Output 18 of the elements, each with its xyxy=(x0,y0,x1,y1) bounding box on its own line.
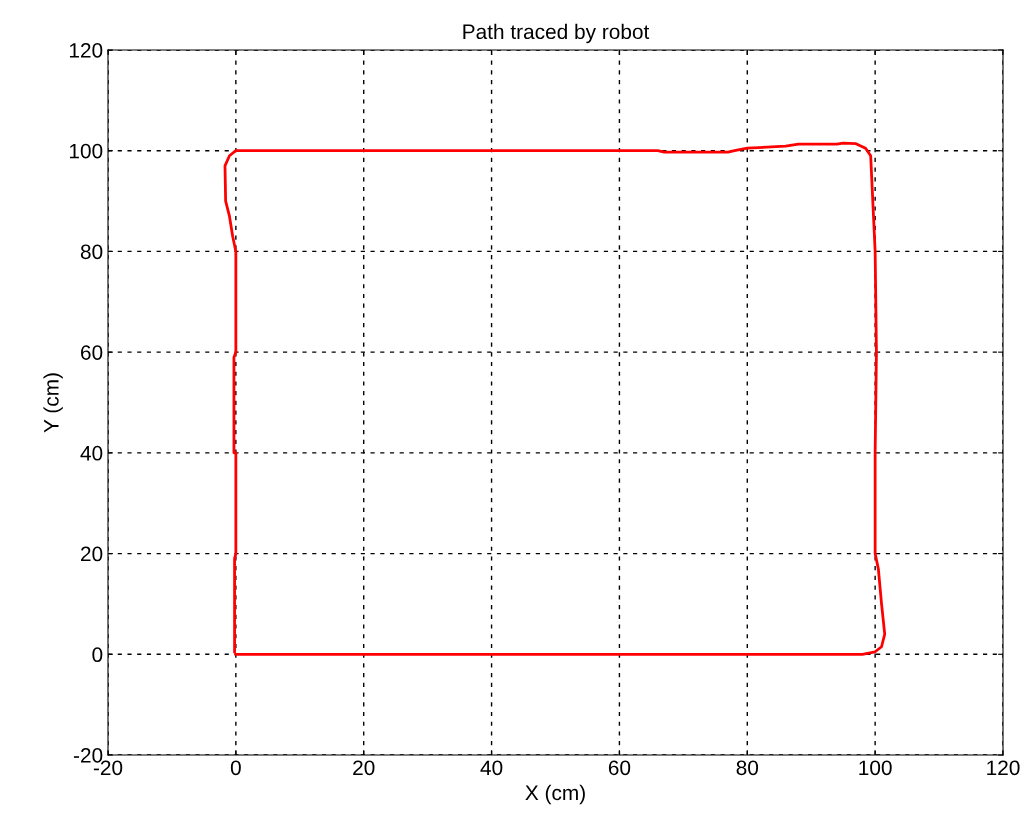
y-tick-label: 20 xyxy=(81,546,103,562)
x-tick-label: 80 xyxy=(736,760,759,776)
x-tick-label: 100 xyxy=(859,760,892,776)
x-axis-title: X (cm) xyxy=(525,784,585,805)
y-tick-label: 100 xyxy=(69,143,103,159)
chart-title: Path traced by robot xyxy=(463,23,650,44)
y-tick-label: 40 xyxy=(80,445,103,461)
y-tick-label: 120 xyxy=(69,43,103,58)
y-axis-title: Y (cm) xyxy=(43,373,63,433)
y-tick-label: 60 xyxy=(81,345,103,360)
y-tick-label: 80 xyxy=(80,244,103,260)
line-series xyxy=(223,141,887,656)
x-tick-label: 0 xyxy=(230,760,241,776)
x-tick-label: 60 xyxy=(608,760,631,776)
y-tick-label: 0 xyxy=(92,647,103,663)
x-tick-label: 20 xyxy=(353,760,375,776)
x-tick-label: 40 xyxy=(480,760,503,776)
x-tick-label: 120 xyxy=(987,760,1020,776)
